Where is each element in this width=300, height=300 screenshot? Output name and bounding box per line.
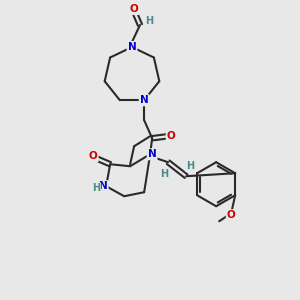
Text: H: H: [160, 169, 168, 179]
Text: H: H: [145, 16, 153, 26]
Text: O: O: [167, 131, 176, 141]
Text: N: N: [99, 181, 107, 191]
Text: O: O: [227, 210, 236, 220]
Text: O: O: [130, 4, 138, 14]
Text: O: O: [89, 151, 98, 161]
Text: N: N: [128, 42, 136, 52]
Text: H: H: [186, 161, 194, 171]
Text: N: N: [148, 149, 157, 159]
Text: H: H: [92, 183, 100, 193]
Text: N: N: [140, 95, 148, 105]
